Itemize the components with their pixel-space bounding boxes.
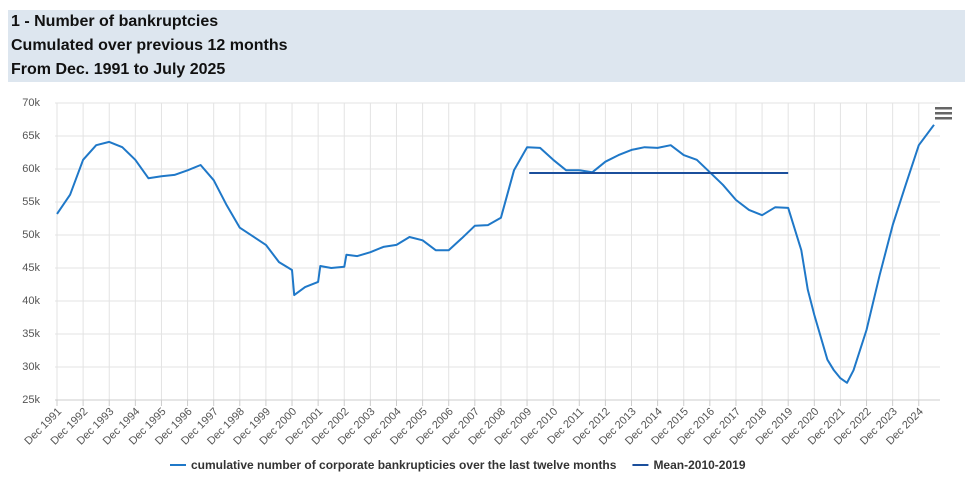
y-tick-label: 45k xyxy=(22,262,40,274)
header-line: Cumulated over previous 12 months xyxy=(11,37,288,54)
header-line: From Dec. 1991 to July 2025 xyxy=(11,61,226,78)
menu-bar xyxy=(935,117,952,120)
y-tick-label: 60k xyxy=(22,163,40,175)
y-tick-label: 50k xyxy=(22,229,40,241)
legend-label: Mean-2010-2019 xyxy=(653,458,745,472)
y-tick-label: 30k xyxy=(22,361,40,373)
y-tick-label: 65k xyxy=(22,130,40,142)
header-line: 1 - Number of bankruptcies xyxy=(11,13,219,30)
menu-bar xyxy=(935,107,952,110)
legend-label: cumulative number of corporate bankrupti… xyxy=(191,458,617,472)
y-tick-label: 25k xyxy=(22,394,40,406)
y-tick-label: 55k xyxy=(22,196,40,208)
series-line xyxy=(56,124,935,384)
header: 1 - Number of bankruptcies Cumulated ove… xyxy=(8,10,965,82)
menu-button[interactable] xyxy=(933,104,953,124)
y-tick-label: 70k xyxy=(22,97,40,109)
y-tick-label: 35k xyxy=(22,328,40,340)
y-tick-label: 40k xyxy=(22,295,40,307)
menu-bar xyxy=(935,112,952,115)
